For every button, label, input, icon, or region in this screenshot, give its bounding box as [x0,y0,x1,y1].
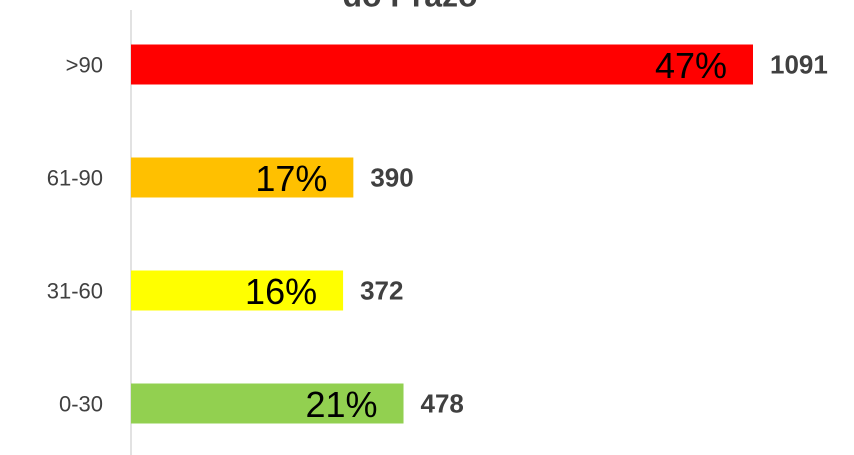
category-label: >90 [66,52,103,77]
value-label: 390 [370,162,413,192]
category-label: 0-30 [59,391,103,416]
category-label: 61-90 [47,165,103,190]
value-label: 478 [421,388,464,418]
bar [131,270,344,311]
share-label: 16% [245,271,317,312]
value-label: 1091 [770,49,828,79]
bar [131,44,753,85]
bar [131,383,404,424]
share-label: 17% [255,158,327,199]
bar [131,157,354,198]
category-label: 31-60 [47,278,103,303]
share-label: 47% [655,45,727,86]
value-label: 372 [360,275,403,305]
share-label: 21% [305,384,377,425]
chart-title: do Prazo [342,0,477,13]
